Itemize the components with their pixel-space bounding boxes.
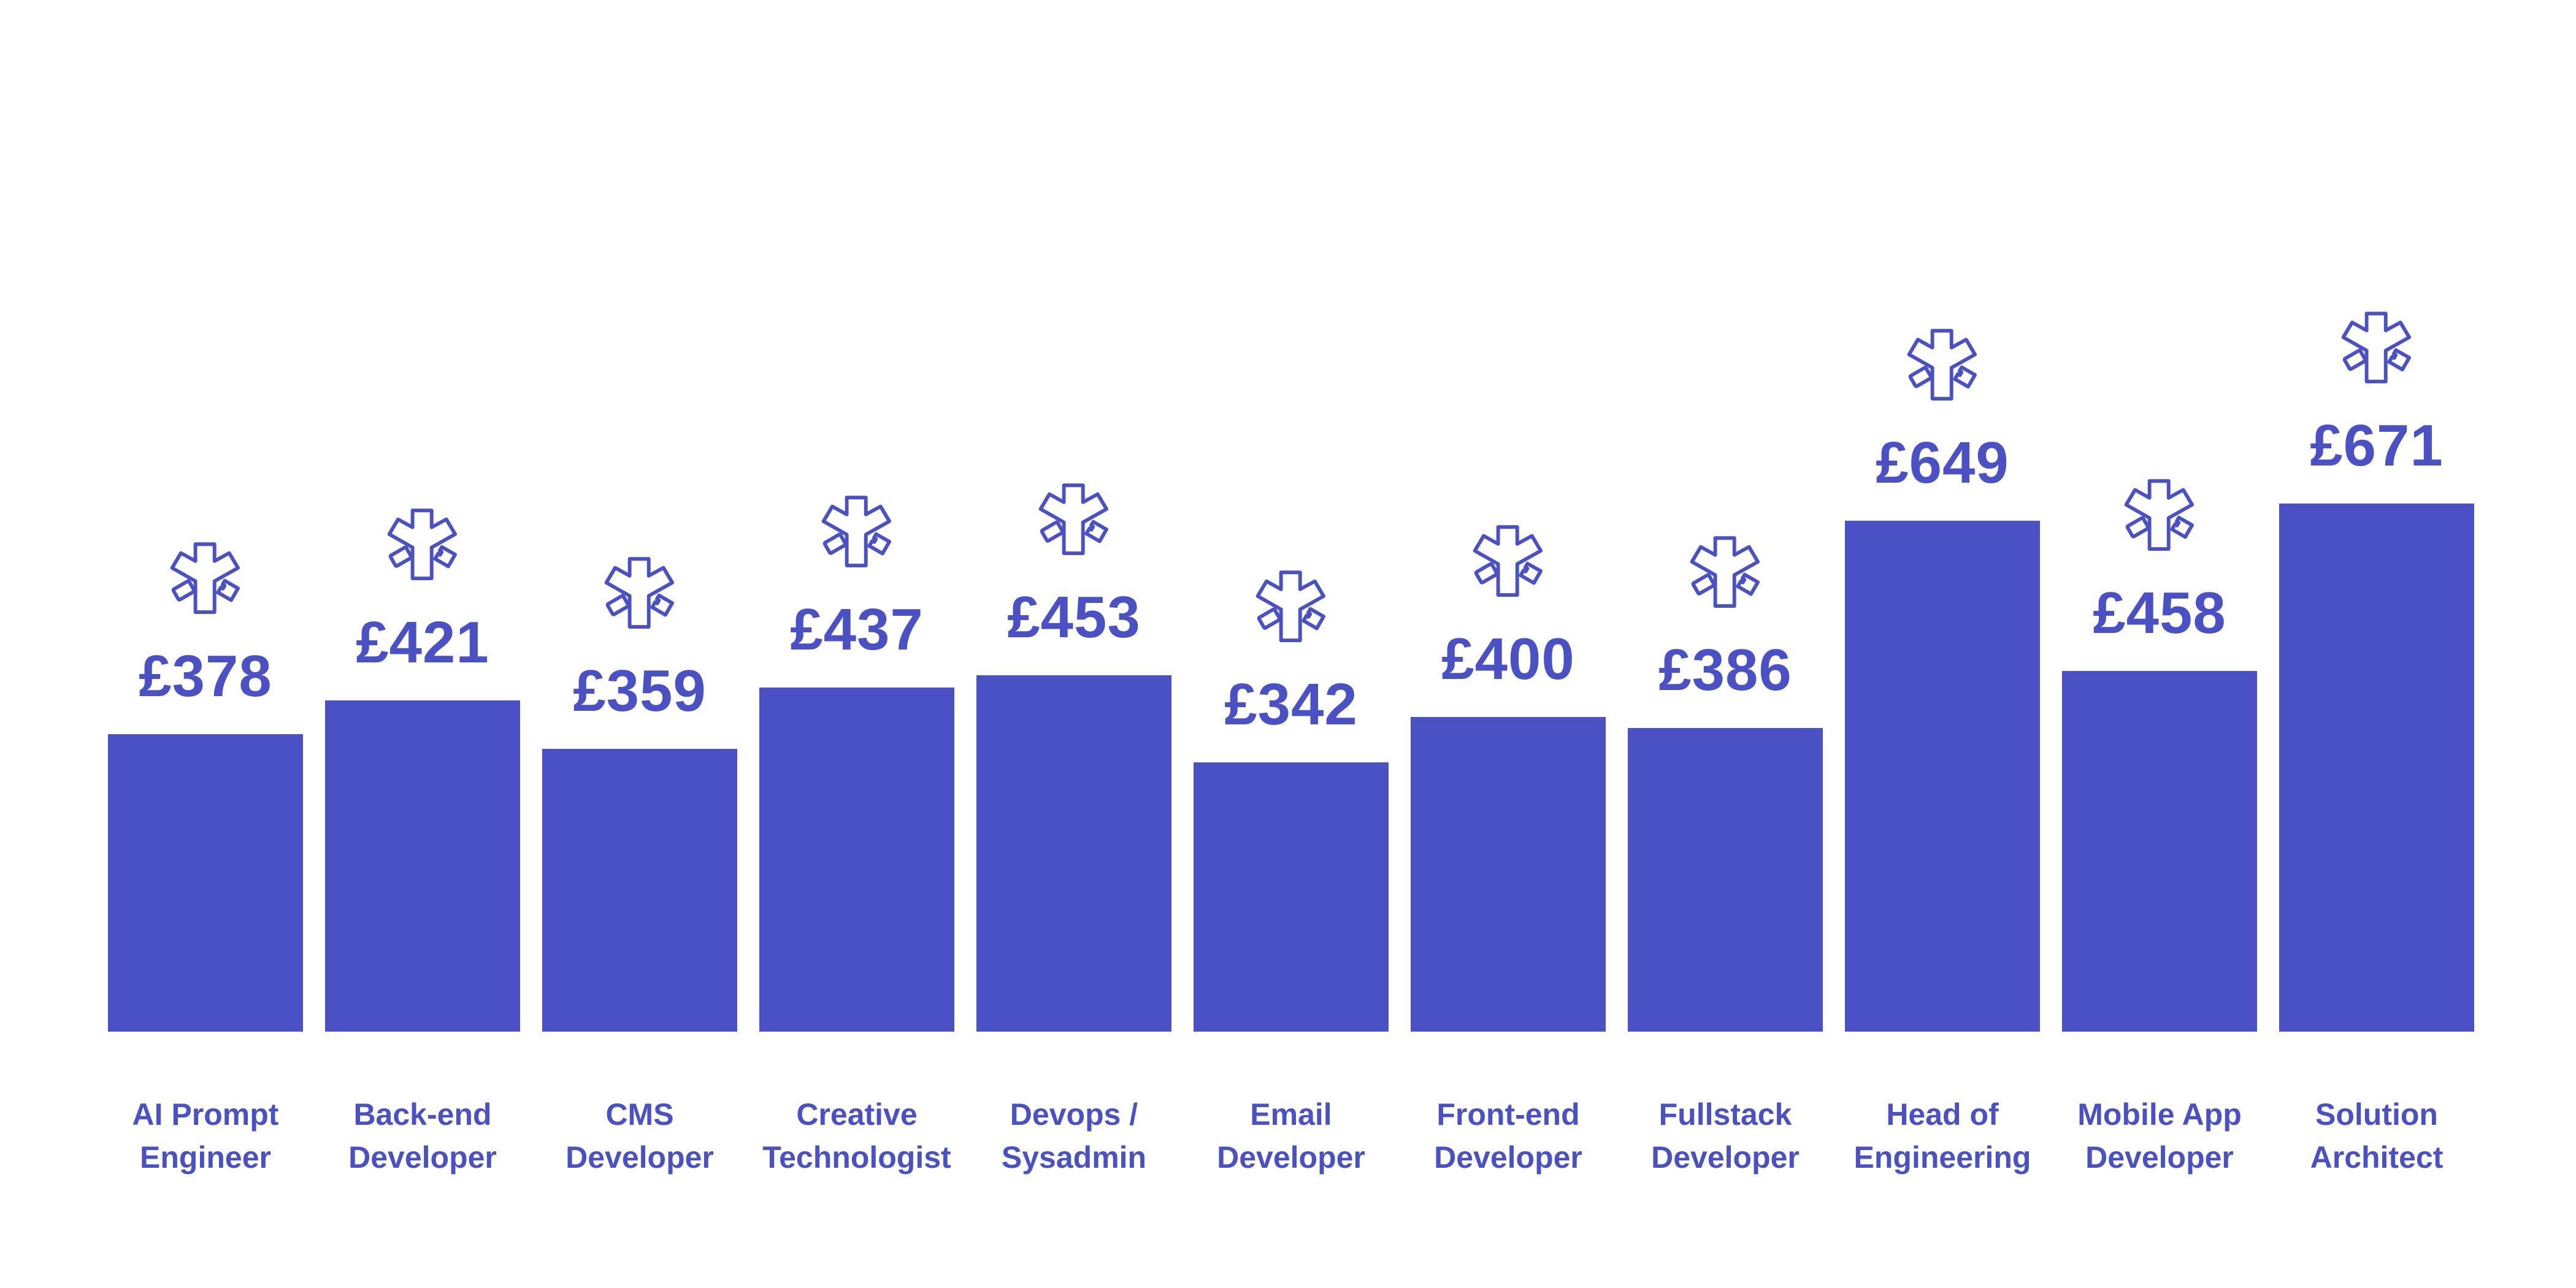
asterisk-emblem-icon [1038,481,1110,556]
data-label: £671 [2310,413,2444,479]
category-label-line: Head of [1886,1097,1999,1132]
category-label: Fullstack Developer [1615,1093,1836,1179]
asterisk-emblem-icon [2123,477,2196,552]
category-label-line: Creative [796,1097,918,1132]
category-label-line: Developer [1434,1140,1582,1175]
category-label-line: Sysadmin [1001,1140,1147,1175]
category-label: AI Prompt Engineer [95,1093,316,1179]
category-label-line: Engineer [140,1140,271,1175]
bar [976,675,1171,1032]
category-label: Email Developer [1181,1093,1401,1179]
data-label: £378 [139,643,272,710]
data-label: £400 [1441,626,1575,692]
category-label-line: Developer [2085,1140,2234,1175]
bar [1628,727,1823,1032]
category-label: Front-end Developer [1398,1093,1619,1179]
category-label-line: Fullstack [1658,1097,1792,1132]
category-label: Devops / Sysadmin [964,1093,1184,1179]
bar [325,700,520,1032]
bar [1411,716,1606,1032]
asterisk-emblem-icon [386,507,459,581]
data-label: £458 [2093,580,2226,646]
category-label: Back-end Developer [312,1093,533,1179]
asterisk-emblem-icon [169,540,242,615]
bar [2062,671,2257,1032]
category-label-line: Email [1250,1097,1332,1132]
category-label: Solution Architect [2266,1093,2487,1179]
bar [759,688,954,1032]
data-label: £386 [1658,637,1792,703]
category-label: Mobile App Developer [2049,1093,2270,1179]
category-label-line: Technologist [762,1140,951,1175]
category-label-line: Devops / [1010,1097,1138,1132]
asterisk-emblem-icon [1255,569,1327,643]
category-label: Head of Engineering [1832,1093,2053,1179]
asterisk-emblem-icon [1689,534,1761,609]
asterisk-emblem-icon [1906,327,1979,402]
category-label-line: CMS [605,1097,674,1132]
data-label: £342 [1224,672,1358,738]
asterisk-emblem-icon [604,555,676,630]
asterisk-emblem-icon [821,494,893,569]
category-label-line: Developer [1651,1140,1800,1175]
data-label: £359 [573,658,707,724]
category-label-line: Developer [1217,1140,1365,1175]
category-label-line: Developer [348,1140,497,1175]
data-label: £421 [356,609,489,675]
category-label: CMS Developer [529,1093,750,1179]
asterisk-emblem-icon [2340,310,2413,385]
bar [1845,521,2040,1032]
data-label: £649 [1876,430,2009,496]
bar [1194,762,1389,1032]
bar [2279,504,2474,1032]
category-label-line: Front-end [1436,1097,1580,1132]
category-label-line: AI Prompt [132,1097,279,1132]
category-label-line: Back-end [353,1097,492,1132]
data-label: £437 [790,597,924,663]
category-label-line: Engineering [1853,1140,2031,1175]
bar [542,749,737,1032]
data-label: £453 [1007,584,1141,650]
category-label-line: Solution [2315,1097,2438,1132]
category-label-line: Developer [565,1140,714,1175]
category-label-line: Architect [2310,1140,2444,1175]
bar [108,734,303,1032]
asterisk-emblem-icon [1472,523,1544,598]
category-label: Creative Technologist [746,1093,967,1179]
category-label-line: Mobile App [2077,1097,2242,1132]
